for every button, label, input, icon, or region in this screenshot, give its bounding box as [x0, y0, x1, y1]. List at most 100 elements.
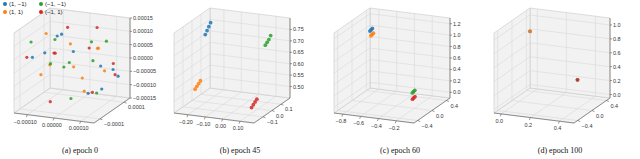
tick-label: 0.2 — [453, 78, 461, 84]
tick-label: 1.0 — [613, 22, 621, 28]
tick-mark — [395, 121, 396, 124]
axis-line — [494, 113, 574, 123]
grid-line — [210, 54, 290, 64]
tick-mark — [432, 111, 435, 112]
tick-label: 0.00010 — [133, 28, 153, 34]
tick-mark — [80, 121, 81, 124]
side-pane — [494, 8, 530, 113]
tick-label: −0.00010 — [133, 82, 156, 88]
tick-label: −0.00015 — [133, 95, 156, 101]
grid-line — [566, 13, 567, 93]
tick-label: −0.00010 — [14, 119, 37, 125]
points — [25, 26, 120, 104]
legend-marker — [39, 10, 43, 14]
points — [528, 29, 579, 81]
legend-marker — [3, 10, 7, 14]
tick-mark — [610, 66, 612, 67]
grid-line — [498, 111, 578, 121]
tick-mark — [124, 102, 127, 103]
tick-mark — [290, 40, 292, 41]
grid-line — [334, 25, 370, 50]
tick-mark — [130, 18, 132, 19]
point — [31, 56, 34, 59]
grid-line — [530, 29, 610, 39]
tick-mark — [290, 29, 292, 30]
points — [368, 27, 417, 102]
grid-line — [370, 71, 450, 81]
axis-line — [574, 98, 610, 123]
point — [99, 64, 102, 67]
grid-line — [174, 42, 210, 67]
caption: (d) epoch 100 — [538, 146, 582, 155]
grid-line — [50, 61, 130, 71]
grid-line — [201, 94, 281, 104]
tick-label: −0.4 — [422, 123, 433, 129]
tick-label: 0.0001 — [128, 104, 145, 110]
tick-label: 0.8 — [453, 44, 461, 50]
grid-line — [530, 15, 610, 25]
tick-mark — [450, 69, 452, 70]
point — [87, 92, 90, 95]
grid-line — [366, 91, 446, 101]
point — [91, 91, 94, 94]
tick-label: 0.60 — [293, 61, 304, 67]
tick-mark — [222, 119, 223, 122]
tick-label: 0.10 — [233, 125, 244, 131]
grid-line — [530, 57, 610, 67]
point — [269, 34, 273, 38]
grid-line — [50, 21, 130, 31]
point — [39, 73, 42, 76]
grid-line — [334, 59, 370, 84]
tick-mark — [610, 38, 612, 39]
tick-mark — [418, 121, 421, 122]
point — [103, 69, 106, 72]
grid-line — [595, 16, 596, 96]
point — [49, 62, 52, 65]
tick-mark — [281, 104, 284, 105]
tick-mark — [610, 80, 612, 81]
tick-label: 0.4 — [613, 64, 621, 70]
grid-line — [494, 71, 530, 96]
point — [100, 87, 103, 90]
tick-mark — [26, 115, 27, 118]
grid-line — [174, 19, 210, 44]
tick-mark — [500, 114, 501, 117]
point — [25, 56, 28, 59]
point — [413, 95, 417, 99]
back-pane — [50, 8, 130, 98]
grid-line — [174, 54, 210, 79]
tick-mark — [450, 23, 452, 24]
grid-line — [526, 11, 527, 91]
axis-line — [94, 98, 130, 123]
point — [72, 50, 75, 53]
caption: (a) epoch 0 — [62, 146, 98, 155]
axis-line — [414, 98, 450, 123]
tick-mark — [446, 101, 449, 102]
tick-label: 0.00000 — [42, 122, 62, 128]
tick-label: −0.8 — [335, 118, 346, 124]
point — [81, 76, 84, 79]
grid-line — [174, 65, 210, 90]
back-pane — [370, 8, 450, 98]
tick-label: −0.1 — [267, 119, 278, 125]
point — [62, 65, 65, 68]
grid-line — [210, 19, 290, 29]
tick-label: 0.4 — [554, 125, 562, 131]
tick-label: −0.6 — [353, 120, 364, 126]
point — [66, 26, 69, 29]
tick-mark — [592, 111, 595, 112]
tick-mark — [204, 117, 205, 120]
point — [117, 75, 120, 78]
point — [91, 59, 94, 62]
grid-line — [14, 35, 50, 60]
point — [29, 40, 32, 43]
tick-label: 0.0 — [453, 89, 461, 95]
tick-mark — [450, 80, 452, 81]
grid-line — [494, 43, 530, 68]
tick-mark — [610, 94, 612, 95]
grid-line — [81, 96, 117, 121]
grid-line — [370, 25, 450, 35]
tick-label: 0.6 — [453, 55, 461, 61]
grid-line — [14, 88, 50, 113]
point — [111, 68, 114, 71]
